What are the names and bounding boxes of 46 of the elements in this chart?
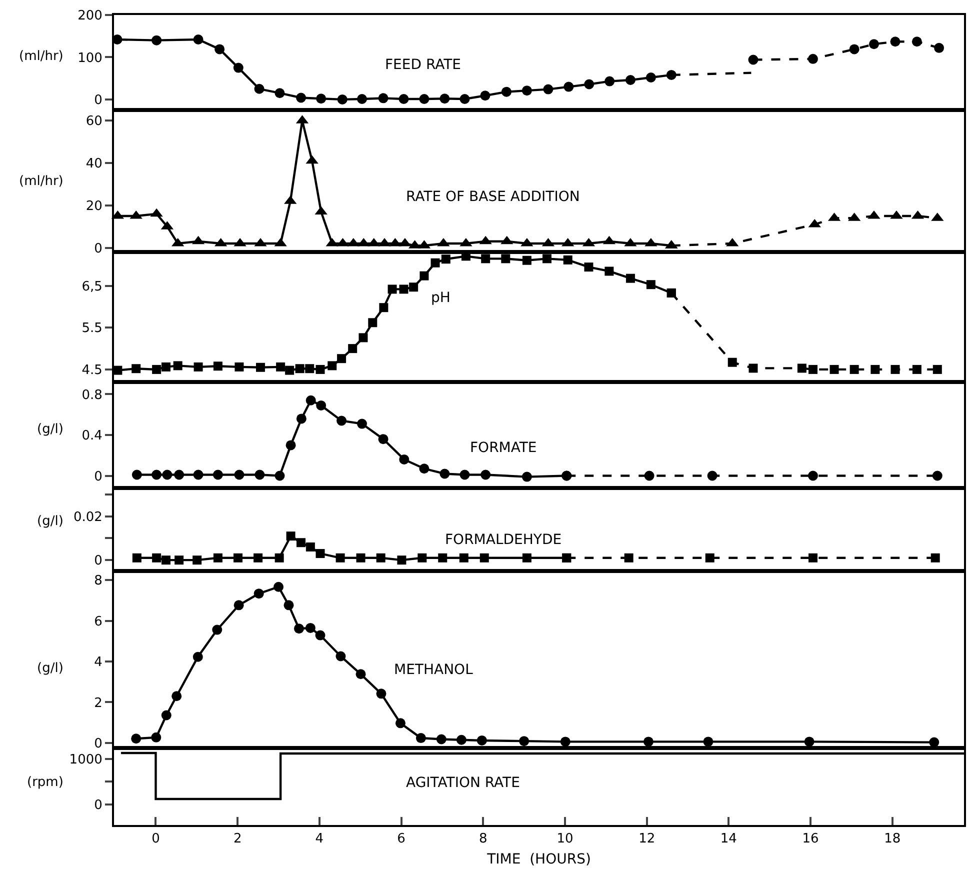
y-tick-label: 0 xyxy=(94,469,102,484)
x-tick-label: 16 xyxy=(802,832,819,847)
y-tick-label: 60 xyxy=(86,114,102,130)
y-tick-label: 8 xyxy=(94,574,102,589)
y-tick-label: 20 xyxy=(86,198,102,214)
text: FORMALDEHYDE xyxy=(445,532,562,548)
y-tick-label: 4 xyxy=(94,655,102,670)
y-tick-label: 0.4 xyxy=(82,428,102,444)
y-axis-title: (g/l) xyxy=(37,514,64,529)
y-tick-label: 0.8 xyxy=(82,388,102,403)
x-tick-label: 12 xyxy=(638,832,656,847)
x-tick-label: 2 xyxy=(233,832,242,847)
y-tick-label: 100 xyxy=(78,50,102,66)
x-tick-label: 4 xyxy=(315,832,324,847)
y-tick-label: 4.5 xyxy=(82,363,102,378)
x-tick-label: 8 xyxy=(479,832,488,847)
y-tick-label: 2 xyxy=(94,696,102,711)
y-tick-label: 200 xyxy=(78,8,102,24)
y-axis-title: (ml/hr) xyxy=(19,174,64,189)
y-tick-label: 6 xyxy=(94,614,102,630)
y-tick-label: 0 xyxy=(94,241,102,256)
text: pH xyxy=(431,290,450,306)
y-tick-label: 0.02 xyxy=(73,510,102,525)
x-tick-label: 0 xyxy=(152,832,160,847)
y-tick-label: 5.5 xyxy=(82,321,102,336)
y-tick-label: 0 xyxy=(94,798,102,814)
y-axis-title: (rpm) xyxy=(27,775,64,790)
text: FEED RATE xyxy=(385,57,462,73)
x-axis-title: TIME (HOURS) xyxy=(486,851,591,868)
y-tick-label: 0 xyxy=(94,554,102,569)
x-tick-label: 18 xyxy=(884,832,901,847)
y-tick-label: 0 xyxy=(94,736,102,752)
text: METHANOL xyxy=(394,662,474,678)
y-axis-title: (ml/hr) xyxy=(19,49,64,64)
x-tick-label: 10 xyxy=(556,832,574,847)
y-tick-label: 40 xyxy=(86,156,102,172)
y-tick-label: 1000 xyxy=(69,752,102,768)
y-axis-title: (g/l) xyxy=(37,661,64,676)
text: AGITATION RATE xyxy=(406,775,520,791)
x-tick-label: 6 xyxy=(397,832,406,847)
y-tick-label: 6,5 xyxy=(82,279,102,294)
text: RATE OF BASE ADDITION xyxy=(406,189,580,205)
y-axis-title: (g/l) xyxy=(37,422,64,437)
text: FORMATE xyxy=(470,440,537,456)
x-tick-label: 14 xyxy=(720,832,737,847)
y-tick-label: 0 xyxy=(94,92,102,108)
